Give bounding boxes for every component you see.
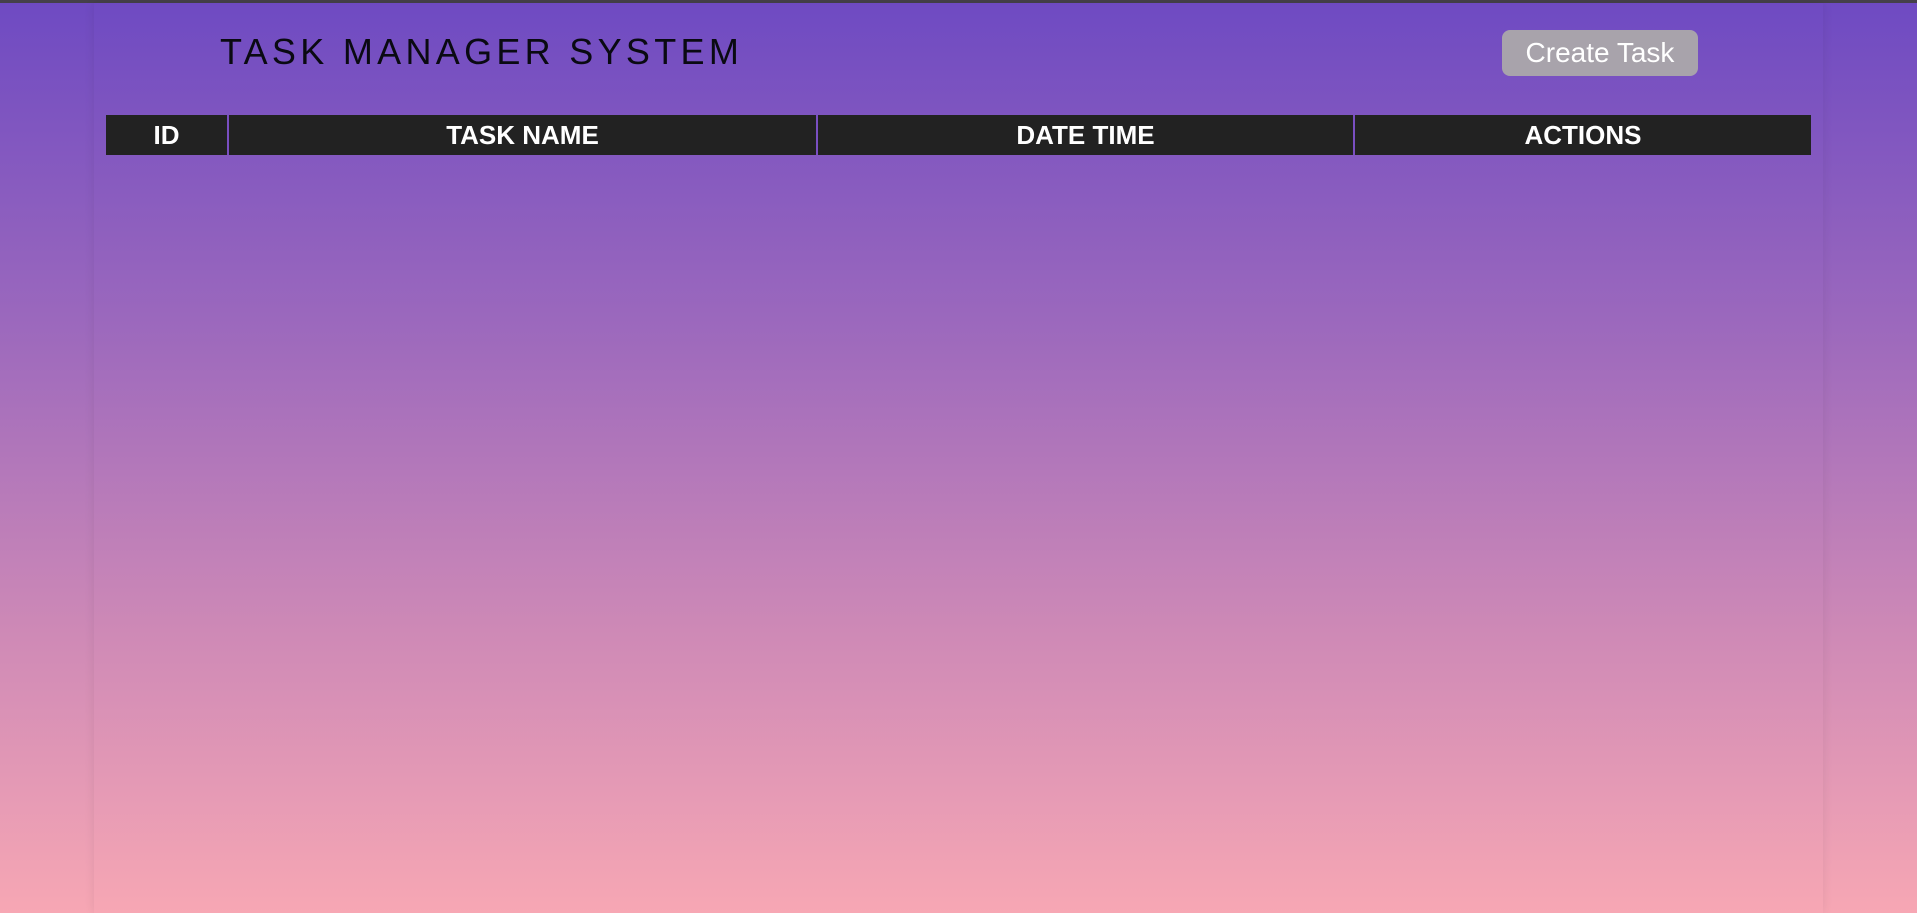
create-task-button[interactable]: Create Task xyxy=(1502,30,1698,76)
column-header-date-time: DATE TIME xyxy=(816,115,1354,155)
top-border-line xyxy=(0,0,1917,3)
column-header-task-name: TASK NAME xyxy=(227,115,817,155)
table-header: ID TASK NAME DATE TIME ACTIONS xyxy=(106,115,1811,155)
page-header: TASK MANAGER SYSTEM Create Task xyxy=(94,3,1823,103)
column-header-actions: ACTIONS xyxy=(1353,115,1811,155)
table-header-row: ID TASK NAME DATE TIME ACTIONS xyxy=(106,115,1811,155)
column-header-id: ID xyxy=(106,115,228,155)
page-title: TASK MANAGER SYSTEM xyxy=(220,31,744,72)
main-container: TASK MANAGER SYSTEM Create Task ID TASK … xyxy=(94,3,1823,913)
task-table: ID TASK NAME DATE TIME ACTIONS xyxy=(106,115,1811,155)
